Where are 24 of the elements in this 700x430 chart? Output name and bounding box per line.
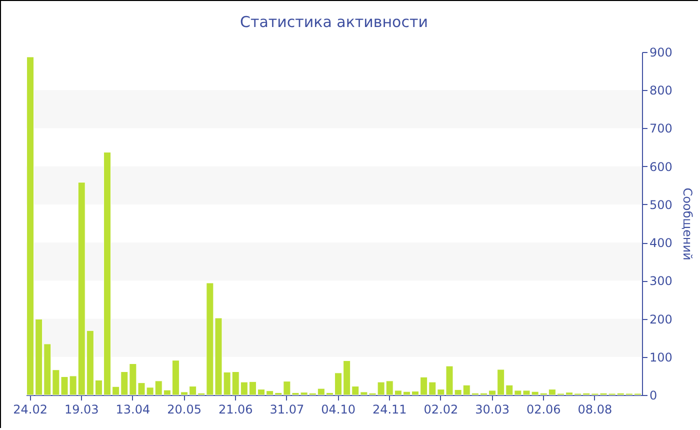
x-tick-label: 02.02 [424, 402, 458, 416]
y-tick-label: 200 [650, 312, 672, 326]
y-tick-label: 400 [650, 236, 672, 250]
y-tick-label: 0 [650, 388, 658, 402]
x-tick-label: 08.08 [578, 402, 612, 416]
chart-title: Статистика активности [240, 13, 428, 31]
y-tick-label: 500 [650, 198, 672, 212]
x-tick-label: 24.11 [372, 402, 407, 416]
y-tick-label: 900 [650, 46, 672, 60]
x-tick-label: 24.02 [13, 402, 48, 416]
x-tick-label: 31.07 [270, 402, 304, 416]
x-tick-label: 13.04 [116, 402, 150, 416]
x-tick-label: 19.03 [64, 402, 99, 416]
x-tick-label: 30.03 [475, 402, 510, 416]
x-tick-label: 04.10 [321, 402, 356, 416]
x-tick-label: 02.06 [526, 402, 561, 416]
y-tick-label: 700 [650, 122, 672, 136]
y-axis-title: Сообщений [680, 188, 694, 260]
x-tick-label: 20.05 [167, 402, 202, 416]
y-tick-label: 800 [650, 84, 672, 98]
y-tick-label: 600 [650, 160, 672, 174]
y-tick-label: 100 [650, 350, 672, 364]
y-tick-label: 300 [650, 274, 672, 288]
x-tick-label: 21.06 [218, 402, 253, 416]
